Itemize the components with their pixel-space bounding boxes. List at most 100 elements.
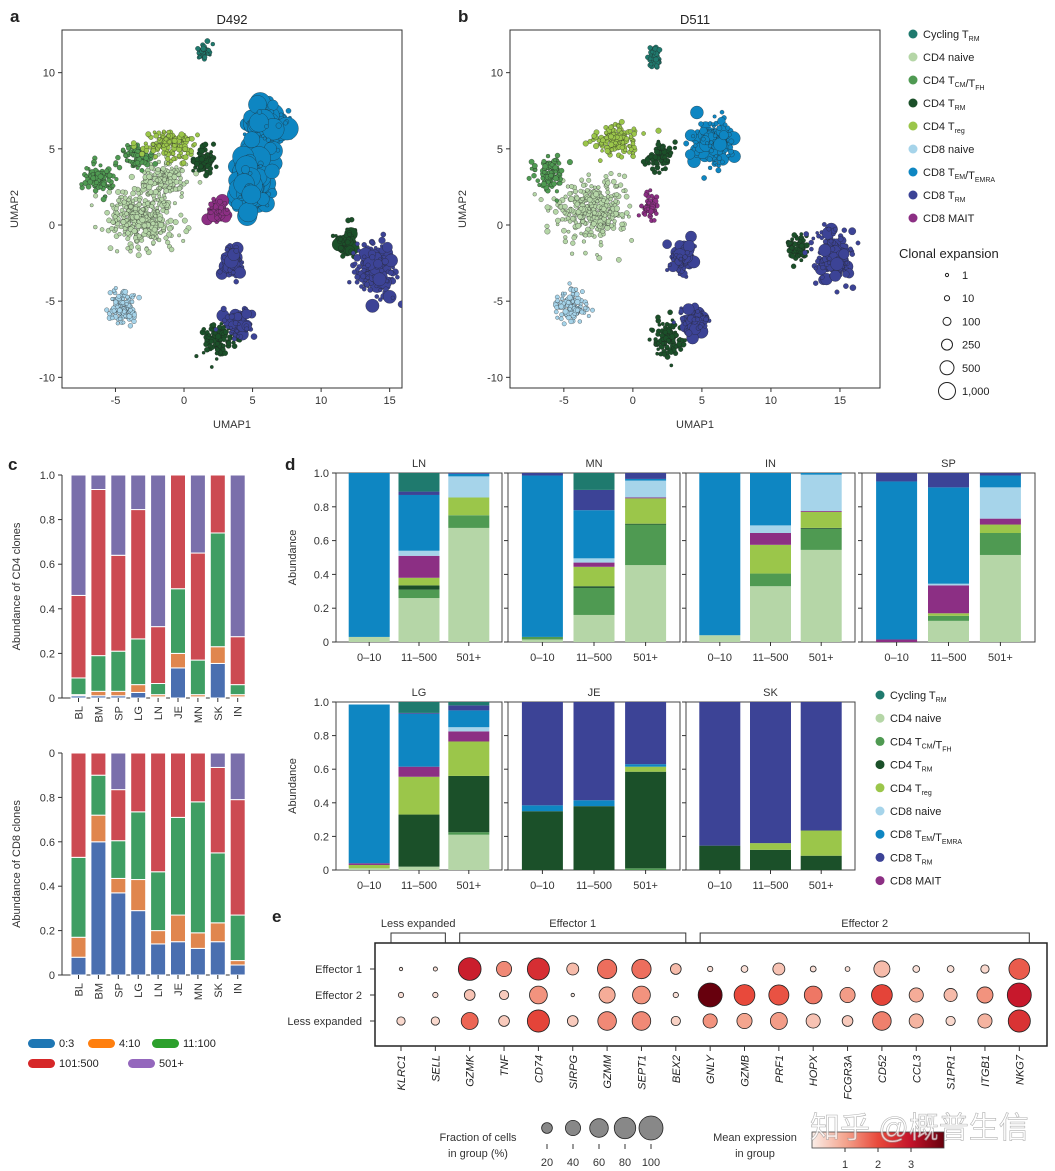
y-tick-label: 5: [497, 144, 503, 156]
umap-point: [660, 321, 665, 326]
legend-item-cd8_trm: CD8 TRM: [908, 190, 966, 204]
umap-point: [554, 305, 560, 310]
umap-point: [663, 158, 667, 163]
bar-segment-0:3: [170, 667, 186, 699]
bar-segment-cd4_naive: [800, 549, 842, 643]
bar-segment-cd8_mait: [876, 639, 918, 642]
umap-point: [143, 155, 149, 161]
bar-segment-501+: [229, 474, 246, 638]
dot-KLRC1: [397, 991, 405, 999]
bar-segment-cycling_trm: [398, 473, 440, 492]
umap-point: [811, 236, 816, 241]
umap-point: [174, 165, 179, 170]
legend-item-cd4_treg: CD4 Treg: [908, 121, 965, 135]
umap-point: [171, 138, 178, 144]
umap-point: [361, 286, 367, 292]
umap-point: [604, 130, 609, 135]
umap-point: [596, 185, 601, 190]
umap-point: [354, 279, 360, 285]
size-legend-title: in group (%): [448, 1148, 508, 1160]
bar-segment-cd4_tcm_tfh: [398, 589, 440, 599]
umap-point: [655, 141, 662, 148]
label-text: CD4 T: [890, 736, 922, 748]
label-text: CD4 T: [923, 121, 955, 133]
bar-segment-cd8_mait: [625, 497, 667, 499]
umap-point: [553, 158, 558, 163]
umap-point: [166, 133, 171, 139]
umap-point: [128, 149, 133, 154]
bar-segment-cd4_naive: [699, 635, 741, 642]
bar-segment-cd8_naive: [800, 474, 842, 512]
umap-point: [146, 231, 151, 236]
umap-point: [130, 190, 136, 197]
bar-segment-4:10: [130, 879, 147, 912]
dot-CD74: [526, 957, 550, 981]
umap-point: [228, 325, 233, 330]
umap-point: [233, 279, 239, 285]
bar-segment-cd8_tem: [876, 481, 918, 640]
umap-point: [182, 146, 188, 152]
umap-point: [652, 154, 659, 160]
umap-point: [821, 222, 827, 227]
bar-segment-cd4_trm: [448, 775, 490, 833]
umap-point: [135, 223, 142, 229]
bar-0–10: [348, 704, 390, 870]
umap-point: [659, 332, 665, 338]
umap-point: [215, 333, 222, 340]
umap-point: [623, 193, 630, 200]
umap-point: [648, 61, 654, 67]
umap-point: [693, 143, 698, 148]
umap-point: [562, 203, 568, 210]
tissue-chart-JE: JE 0–10 11–500 501+: [504, 687, 681, 892]
umap-point: [641, 131, 646, 136]
label-text: CD8 T: [923, 167, 955, 179]
umap-point: [794, 236, 800, 241]
umap-point: [586, 177, 592, 183]
umap-point: [137, 247, 141, 252]
umap-point: [113, 286, 118, 291]
umap-point: [650, 157, 655, 162]
y-tick-label: 10: [43, 68, 55, 80]
bar-segment-4:10: [189, 932, 206, 949]
legend-label: CD4 TCM/TFH: [890, 736, 952, 753]
y-tick-label: -5: [45, 296, 55, 308]
umap-point: [703, 316, 709, 323]
umap-point: [586, 216, 592, 221]
bar-segment-4:10: [90, 814, 107, 843]
dot-BEX2: [670, 1015, 681, 1027]
umap-point: [610, 201, 615, 205]
umap-point: [173, 186, 179, 192]
cluster-cd4_trm: [190, 141, 219, 179]
umap-point: [141, 222, 148, 229]
umap-point: [655, 314, 661, 321]
bar-segment-11:100: [110, 840, 127, 879]
size-label: 1,000: [962, 386, 990, 398]
umap-point: [241, 184, 261, 205]
legend-swatch: [875, 876, 885, 886]
gene-label: S1PR1: [946, 1055, 958, 1090]
umap-point: [411, 238, 419, 246]
umap-point: [163, 188, 169, 194]
umap-point: [707, 165, 713, 171]
bar-segment-cd4_treg: [398, 577, 440, 586]
x-tick-label: 11–500: [576, 880, 612, 892]
umap-point: [139, 151, 145, 157]
umap-point: [220, 305, 227, 312]
x-tick-label: MN: [193, 706, 205, 723]
dot-GZMK: [460, 1012, 479, 1030]
dot-SELL: [432, 966, 438, 972]
group-bracket: [699, 932, 1030, 943]
bar-segment-4:10: [170, 914, 186, 943]
umap-point: [676, 341, 682, 348]
gene-label: NKG7: [1014, 1054, 1026, 1085]
legend-item-4:10: 4:10: [88, 1038, 140, 1050]
umap-point: [826, 226, 832, 232]
umap-point: [163, 235, 169, 241]
bar-segment-101:500: [70, 752, 87, 858]
bar-segment-101:500: [90, 488, 107, 657]
umap-point: [183, 228, 190, 235]
umap-point: [198, 148, 205, 155]
bar-BM: [90, 752, 107, 976]
bar-segment-11:100: [150, 683, 167, 696]
bar-segment-11:100: [110, 650, 127, 692]
